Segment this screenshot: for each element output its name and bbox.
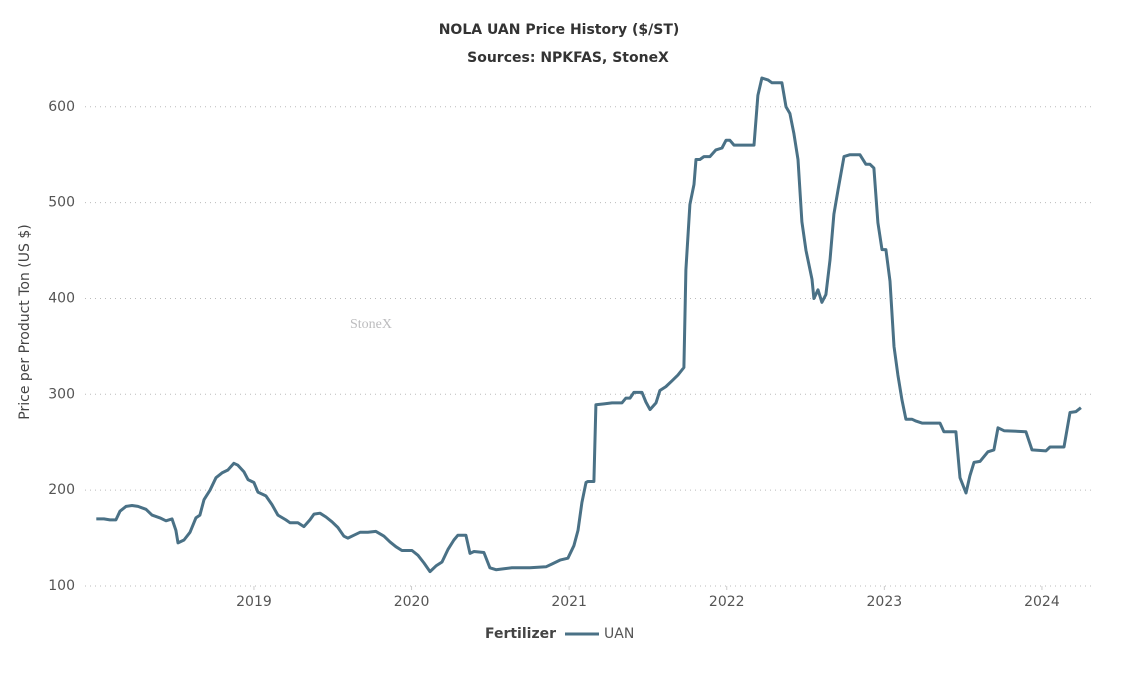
x-tick-label: 2021 [551,594,587,610]
x-tick-label: 2023 [867,594,903,610]
line [96,76,1082,574]
legend-label: UAN [604,626,634,642]
y-tick-label: 600 [48,99,75,115]
legend-title: Fertilizer [485,626,556,642]
x-tick-label: 2024 [1024,594,1060,610]
y-tick-label: 500 [48,195,75,211]
chart-title: NOLA UAN Price History ($/ST) [439,22,680,38]
y-tick-label: 100 [48,578,75,594]
y-axis-label: Price per Product Ton (US $) [17,224,33,419]
x-tick-label: 2022 [709,594,745,610]
y-tick-label: 400 [48,290,75,306]
watermark: StoneX [350,317,392,332]
x-tick-label: 2020 [394,594,430,610]
x-tick-label: 2019 [236,594,272,610]
y-tick-label: 200 [48,482,75,498]
y-tick-label: 300 [48,386,75,402]
chart-subtitle: Sources: NPKFAS, StoneX [467,50,669,66]
